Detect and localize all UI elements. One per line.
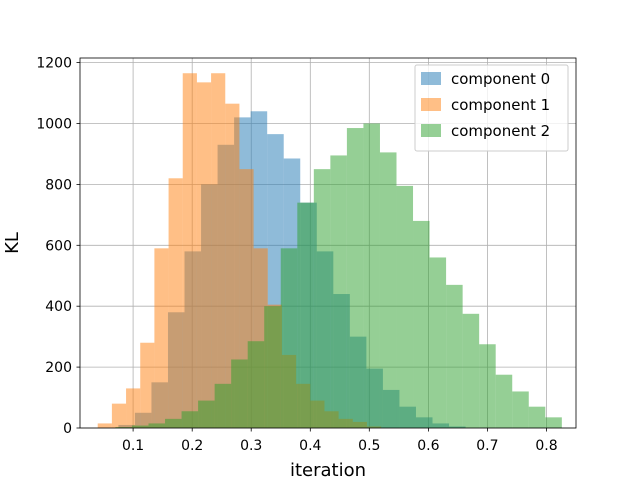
legend-items: component 0 component 1 component 2 bbox=[421, 70, 550, 140]
y-tick-label: 1000 bbox=[36, 117, 72, 133]
histogram-bar bbox=[198, 400, 215, 428]
histogram-bar bbox=[181, 411, 199, 428]
histogram-bar bbox=[225, 103, 240, 429]
histogram-bar bbox=[446, 284, 463, 428]
series-2-bars bbox=[115, 123, 562, 429]
legend-swatch bbox=[421, 98, 441, 111]
histogram-bar bbox=[280, 248, 298, 428]
histogram-bar bbox=[512, 391, 529, 428]
histogram-bar bbox=[545, 417, 562, 428]
x-tick-label: 0.7 bbox=[476, 438, 498, 454]
histogram-bar bbox=[111, 403, 127, 428]
histogram-bar bbox=[264, 306, 281, 428]
histogram-bar bbox=[140, 342, 155, 428]
legend: component 0 component 1 component 2 bbox=[414, 64, 569, 152]
legend-swatch bbox=[421, 124, 441, 137]
histogram-bar bbox=[396, 185, 414, 428]
histogram-bar bbox=[462, 313, 480, 428]
y-tick-label: 400 bbox=[45, 299, 72, 315]
histogram-bar bbox=[131, 425, 149, 428]
x-tick-label: 0.5 bbox=[358, 438, 380, 454]
legend-label: component 2 bbox=[451, 122, 550, 140]
histogram-bar bbox=[196, 82, 212, 429]
histogram-bar bbox=[379, 152, 397, 428]
histogram-bar bbox=[182, 73, 197, 428]
histogram-bar bbox=[115, 427, 132, 428]
histogram-bar bbox=[247, 341, 265, 428]
histogram-bar bbox=[528, 406, 546, 428]
x-tick-label: 0.6 bbox=[417, 438, 439, 454]
y-tick-label: 0 bbox=[63, 421, 72, 437]
y-axis-label: KL bbox=[2, 232, 23, 254]
histogram-bar bbox=[165, 418, 182, 428]
histogram-bar bbox=[479, 344, 496, 428]
y-tick-label: 600 bbox=[45, 238, 72, 254]
histogram-bar bbox=[154, 248, 169, 428]
histogram-bar bbox=[231, 359, 248, 428]
histogram-bar bbox=[126, 388, 141, 428]
x-tick-label: 0.1 bbox=[122, 438, 144, 454]
histogram-bar bbox=[168, 178, 183, 428]
x-tick-label: 0.4 bbox=[299, 438, 321, 454]
histogram-bar bbox=[363, 123, 380, 428]
x-axis-ticks: 0.1 0.2 0.3 0.4 0.5 0.6 0.7 0.8 bbox=[122, 428, 558, 454]
y-tick-label: 200 bbox=[45, 360, 72, 376]
histogram-bar bbox=[313, 169, 331, 428]
histogram-bar bbox=[346, 128, 364, 429]
histogram-bar bbox=[214, 383, 232, 428]
histogram-bar bbox=[413, 220, 430, 428]
histogram-bars bbox=[97, 73, 562, 429]
plot-frame bbox=[79, 57, 577, 429]
x-tick-label: 0.8 bbox=[535, 438, 557, 454]
y-tick-label: 800 bbox=[45, 177, 72, 193]
histogram-bar bbox=[148, 423, 166, 428]
y-tick-label: 1200 bbox=[36, 56, 72, 72]
histogram-bar bbox=[297, 202, 314, 428]
y-axis-ticks: 0 200 400 600 800 1000 1200 bbox=[36, 56, 80, 437]
x-tick-label: 0.3 bbox=[240, 438, 262, 454]
legend-box bbox=[414, 64, 569, 152]
legend-label: component 1 bbox=[451, 96, 550, 114]
histogram-bar bbox=[429, 257, 447, 428]
legend-label: component 0 bbox=[451, 70, 550, 88]
histogram-bar bbox=[330, 155, 347, 428]
legend-swatch bbox=[421, 72, 441, 85]
x-tick-label: 0.2 bbox=[181, 438, 203, 454]
histogram-bar bbox=[211, 73, 226, 428]
histogram-bar bbox=[97, 423, 112, 428]
x-axis-label: iteration bbox=[290, 460, 366, 480]
histogram-bar bbox=[495, 374, 513, 428]
